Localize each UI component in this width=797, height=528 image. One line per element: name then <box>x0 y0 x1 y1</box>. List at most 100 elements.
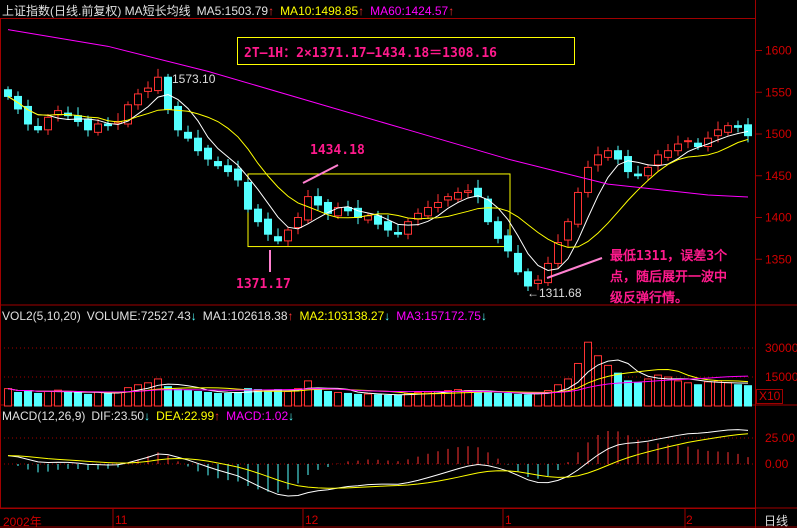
volume-bar <box>674 380 682 407</box>
candle-down <box>204 147 212 160</box>
volume-bar <box>64 391 72 407</box>
macd-tick-label: 25.00 <box>765 431 795 445</box>
volume-bar <box>554 384 562 407</box>
y-tick-label: 1550 <box>765 85 792 99</box>
volume-bar <box>314 388 322 407</box>
comment-line-1: 最低1311，误差3个 <box>610 249 728 264</box>
y-tick-label: 1450 <box>765 169 792 183</box>
volume-bar <box>304 380 312 407</box>
candle-down <box>734 125 742 128</box>
volume-bar <box>324 391 332 407</box>
candle-up <box>564 221 572 241</box>
arrow-up-icon: ↑ <box>268 4 275 18</box>
y-tick-label: 1350 <box>765 252 792 266</box>
volume-bar <box>384 394 392 407</box>
volume-bar <box>594 355 602 407</box>
volume-bar <box>644 378 652 407</box>
candle-up <box>364 215 372 221</box>
x-label-feb: 2 <box>686 513 693 527</box>
candle-down <box>524 271 532 287</box>
candle-up <box>654 154 662 166</box>
volume-bar <box>134 384 142 407</box>
bottom-label: ←1311.68 <box>527 286 582 300</box>
candle-down <box>314 196 322 206</box>
candle-up <box>124 104 132 125</box>
candle-up <box>534 279 542 284</box>
arrow-up-icon: ↑ <box>287 309 294 323</box>
volume-bar <box>194 391 202 407</box>
volume-bar <box>444 390 452 407</box>
arrow-down-icon: ↓ <box>480 309 487 323</box>
candle-up <box>44 116 52 131</box>
volume-bar <box>54 389 62 407</box>
volume-bar <box>264 390 272 407</box>
candle-down <box>394 232 402 235</box>
volume-bar <box>274 389 282 407</box>
volume-bar <box>514 393 522 407</box>
volume-bar <box>574 362 582 407</box>
period-button[interactable]: 日线 <box>764 514 789 528</box>
candle-down <box>234 168 242 181</box>
volume-bar <box>104 392 112 407</box>
candle-down <box>514 252 522 273</box>
annotation-arrow <box>546 257 603 279</box>
volume-title: VOL2(5,10,20) <box>2 309 81 323</box>
volume-bar <box>24 390 32 407</box>
volume-bar <box>294 388 302 407</box>
vol-ma2: MA2:103138.27 <box>299 309 385 323</box>
candle-up <box>604 150 612 158</box>
volume-bar <box>544 390 552 407</box>
candle-down <box>34 125 42 131</box>
candle-down <box>104 123 112 127</box>
volume-bar <box>524 394 532 407</box>
arrow-down-icon: ↓ <box>144 409 151 423</box>
arrow-up-icon: ↑ <box>358 4 365 18</box>
volume-bar <box>374 394 382 407</box>
macd-title: MACD(12,26,9) <box>2 409 86 423</box>
macd-header: MACD(12,26,9) DIF:23.50↓ DEA:22.99↑ MACD:1.… <box>2 409 300 423</box>
ma10-line <box>7 96 749 248</box>
volume-bar <box>664 376 672 407</box>
dif-value: DIF:23.50 <box>91 409 145 423</box>
volume-bar <box>94 391 102 407</box>
candle-up <box>154 76 162 92</box>
volume-bar <box>4 388 12 407</box>
dif-line <box>7 429 749 497</box>
volume-bar <box>124 387 132 407</box>
volume-bar <box>74 392 82 407</box>
candle-down <box>174 105 182 131</box>
candle-down <box>614 150 622 160</box>
volume-bar <box>614 372 622 407</box>
candle-down <box>254 208 262 223</box>
volume-bar <box>164 386 172 407</box>
arrow-up-icon: ↑ <box>448 4 455 18</box>
volume-value: VOLUME:72527.43 <box>86 309 191 323</box>
candle-down <box>494 221 502 239</box>
volume-bar <box>744 385 752 407</box>
volume-header: VOL2(5,10,20) VOLUME:72527.43 ↓ MA1:102618.… <box>2 309 493 323</box>
ma5-value: MA5:1503.79↑ <box>196 4 275 18</box>
candle-down <box>324 201 332 214</box>
candle-up <box>434 201 442 208</box>
candle-up <box>144 87 152 92</box>
x-label-nov: 11 <box>115 513 128 527</box>
volume-bar <box>354 393 362 407</box>
volume-bar <box>84 393 92 407</box>
vol-ma1: MA1:102618.38 <box>202 309 288 323</box>
volume-bar <box>584 341 592 407</box>
x-label-jan: 1 <box>505 513 512 527</box>
candle-up <box>134 93 142 106</box>
arrow-down-icon: ↓ <box>288 409 295 423</box>
formula-box: 2T—1H：2×1371.17—1434.18＝1308.16 <box>237 37 575 65</box>
volume-bar <box>474 391 482 407</box>
candle-down <box>24 105 32 125</box>
candle-down <box>484 198 492 223</box>
volume-bar <box>184 390 192 407</box>
volume-bar <box>244 388 252 407</box>
candle-up <box>284 229 292 242</box>
price-title: 上证指数(日线.前复权) MA短长均线 <box>2 4 191 18</box>
volume-bar <box>684 382 692 407</box>
peak-label: 1573.10 <box>172 72 216 86</box>
volume-bar <box>404 392 412 407</box>
